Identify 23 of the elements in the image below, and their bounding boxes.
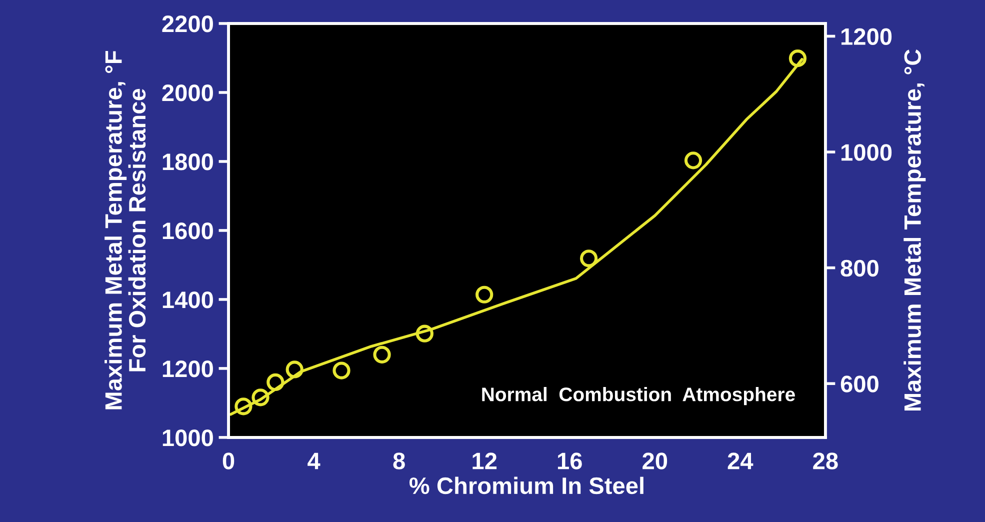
y-tick-label: 1200 [162, 360, 213, 378]
x-tick-label: 16 [558, 452, 582, 470]
y-tick-label: 1400 [162, 292, 213, 308]
annotation: Normal Combustion Atmosphere [482, 386, 795, 406]
x-tick-label: 20 [642, 452, 668, 470]
y-tick-label: 1800 [162, 154, 213, 170]
x-tick-label: 0 [222, 452, 234, 470]
x-tick-label: 12 [472, 452, 497, 470]
x-tick-label: 8 [393, 452, 405, 470]
y2-tick-label: 1200 [842, 28, 892, 46]
x-tick-label: 28 [813, 452, 838, 470]
y-axis-title: Maximum Metal Temperature, °F For Oxidation Resistance [104, 50, 146, 410]
y-tick-label: 2000 [162, 84, 213, 102]
x-axis-title: % Chromium In Steel [409, 476, 644, 494]
y2-axis-title: Maximum Metal Temperature, °C [904, 49, 926, 411]
y2-tick-label: 800 [840, 260, 878, 277]
y-tick-label: 1600 [162, 222, 213, 240]
y-tick-label: 1000 [162, 430, 213, 446]
y2-tick-label: 1000 [842, 144, 892, 161]
y-tick-label: 2200 [162, 16, 213, 32]
x-tick-label: 4 [308, 452, 320, 470]
y2-tick-label: 600 [840, 376, 878, 392]
x-tick-label: 24 [728, 452, 754, 470]
